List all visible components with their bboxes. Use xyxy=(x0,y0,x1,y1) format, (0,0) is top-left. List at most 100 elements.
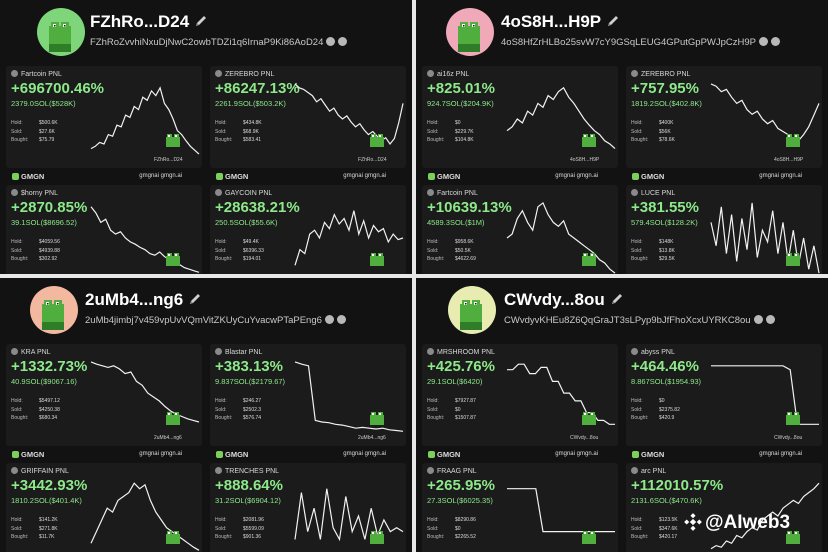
stat-label: Sold: xyxy=(631,128,643,135)
stat-bought: Bought: $576.74 xyxy=(215,414,261,423)
stat-value: $27.6K xyxy=(39,128,55,135)
stats-block: Hold: $434.8K Sold: $68.9K Bought: $583.41 xyxy=(215,119,262,145)
stats-block: Hold: $141.2K Sold: $271.8K Bought: $11.7K xyxy=(11,516,58,542)
pnl-sol: 2131.6SOL($470.6K) xyxy=(631,496,702,505)
token-icon xyxy=(631,467,638,474)
stat-value: $4622.69 xyxy=(455,256,476,262)
stat-bought: Bought: $11.7K xyxy=(11,533,54,542)
site-link[interactable]: gmgn.ai xyxy=(364,173,386,179)
token-label: Blastar PNL xyxy=(225,349,263,356)
stat-label: Hold: xyxy=(11,398,23,404)
stat-value: $0 xyxy=(455,120,461,126)
pnl-card[interactable]: ZEREBRO PNL +86247.13% 2261.9SOL($503.2K) H… xyxy=(210,66,406,168)
copy-icon[interactable] xyxy=(326,37,336,46)
stat-value: $75.79 xyxy=(39,137,55,143)
stat-hold: Hold: $500.6K xyxy=(11,119,58,128)
token-label: FRAAG PNL xyxy=(437,468,477,475)
frog-mascot-icon xyxy=(782,410,804,428)
sparkline-path xyxy=(507,488,615,533)
frog-mascot-icon xyxy=(366,251,388,269)
stat-hold: Hold: $148K xyxy=(631,238,673,247)
pnl-card[interactable]: ZEREBRO PNL +757.95% 1819.2SOL($402.8K) Hol… xyxy=(626,66,822,168)
gmgn-logo: GMGN xyxy=(632,450,664,459)
site-link[interactable]: gmgn.ai xyxy=(364,451,386,457)
sparkline-path xyxy=(294,83,404,146)
frog-mascot-icon xyxy=(782,251,804,269)
stat-bought: Bought: $78.6K xyxy=(631,136,675,145)
pnl-card[interactable]: ai16z PNL +825.01% 924.7SOL($204.9K) Hold: $… xyxy=(422,66,618,168)
stat-value: $123.5K xyxy=(659,517,678,523)
pnl-card[interactable]: GAYCOIN PNL +28638.21% 250.5SOL($55.6K) Hol… xyxy=(210,185,406,274)
token-icon xyxy=(215,348,222,355)
sparkline-path xyxy=(90,86,200,155)
wallet-panel: FZhRo...D24 FZhRoZvvhiNxuDjNwC2owbTDZi1q6… xyxy=(0,0,412,274)
stat-label: Sold: xyxy=(427,247,439,254)
pnl-sol: 27.3SOL($6025.35) xyxy=(427,496,493,505)
site-link[interactable]: gmgn.ai xyxy=(780,173,802,179)
stat-hold: Hold: $4059.56 xyxy=(11,238,60,247)
share-icon[interactable] xyxy=(771,37,781,46)
pencil-icon[interactable] xyxy=(194,13,208,27)
share-icon[interactable] xyxy=(336,315,346,324)
stat-value: $576.74 xyxy=(243,415,262,421)
site-link[interactable]: gmgn.ai xyxy=(780,451,802,457)
pnl-card[interactable]: $horny PNL +2870.85% 39.1SOL($8696.52) Hold… xyxy=(6,185,202,274)
x-handle: gmgnai xyxy=(555,173,575,179)
pencil-icon[interactable] xyxy=(606,13,620,27)
pnl-card[interactable]: FRAAG PNL +265.95% 27.3SOL($6025.35) Hold: $… xyxy=(422,463,618,552)
pnl-card[interactable]: MRSHROOM PNL +425.76% 29.1SOL($6420) Hold: $… xyxy=(422,344,618,446)
pencil-icon[interactable] xyxy=(610,291,624,305)
pnl-percent: +464.46% xyxy=(631,358,699,375)
token-header: ZEREBRO PNL xyxy=(215,70,274,78)
pnl-card[interactable]: Fartcoin PNL +696700.46% 2379.0SOL($528K) H… xyxy=(6,66,202,168)
stat-bought: Bought: $901.36 xyxy=(215,533,261,542)
token-header: Blastar PNL xyxy=(215,348,262,356)
token-header: LUCE PNL xyxy=(631,189,675,197)
sparkline-path xyxy=(710,482,820,550)
price-sparkline xyxy=(294,83,404,146)
token-label: GRIFFAIN PNL xyxy=(21,468,69,475)
copy-icon[interactable] xyxy=(759,37,769,46)
token-header: Fartcoin PNL xyxy=(427,189,478,197)
price-sparkline xyxy=(711,365,819,425)
site-link[interactable]: gmgn.ai xyxy=(576,451,598,457)
pnl-card[interactable]: Blastar PNL +383.13% 9.837SOL($2179.67) Hol… xyxy=(210,344,406,446)
pnl-card[interactable]: TRENCHES PNL +888.64% 31.2SOL($6904.12) Hol… xyxy=(210,463,406,552)
share-icon[interactable] xyxy=(338,37,348,46)
site-link[interactable]: gmgn.ai xyxy=(160,173,182,179)
copy-icon[interactable] xyxy=(753,315,763,324)
pnl-card[interactable]: abyss PNL +464.46% 8.867SOL($1954.93) Hold:… xyxy=(626,344,822,446)
stat-label: Hold: xyxy=(215,517,227,523)
copy-icon[interactable] xyxy=(324,315,334,324)
site-link[interactable]: gmgn.ai xyxy=(160,451,182,457)
pnl-card[interactable]: LUCE PNL +381.55% 579.4SOL($128.2K) Hold: $1… xyxy=(626,185,822,274)
site-link[interactable]: gmgn.ai xyxy=(576,173,598,179)
brand-bar: GMGN gmgnai gmgn.ai xyxy=(626,169,822,183)
pnl-card[interactable]: arc PNL +112010.57% 2131.6SOL($470.6K) Hold… xyxy=(626,463,822,552)
stat-label: Hold: xyxy=(631,120,643,126)
stat-label: Sold: xyxy=(427,128,439,135)
pencil-icon[interactable] xyxy=(188,291,202,305)
stat-value: $68.9K xyxy=(243,128,259,135)
pnl-card[interactable]: GRIFFAIN PNL +3442.93% 1810.2SOL($401.4K) H… xyxy=(6,463,202,552)
wallet-address-text: 2uMb4jimbj7v459vpUvVQmVitZKUyCuYvacwPTaP… xyxy=(85,315,322,326)
stat-label: Bought: xyxy=(215,137,233,143)
stat-hold: Hold: $0 xyxy=(427,119,461,128)
frog-mascot-icon xyxy=(162,529,184,547)
token-header: GAYCOIN PNL xyxy=(215,189,272,197)
wallet-address-text: CWvdyvKHEu8Z6QqGraJT3sLPyp9bJfFhoXcxUYRK… xyxy=(504,315,751,326)
pnl-card[interactable]: KRA PNL +1332.73% 40.9SOL($9067.16) Hold: $5… xyxy=(6,344,202,446)
stat-bought: Bought: $420.9 xyxy=(631,414,674,423)
wallet-avatar xyxy=(446,8,494,56)
stat-sold: Sold: $5599.09 xyxy=(215,525,264,534)
sparkline-path xyxy=(90,206,200,273)
wallet-address: CWvdyvKHEu8Z6QqGraJT3sLPyp9bJfFhoXcxUYRK… xyxy=(504,315,775,326)
stat-value: $13.8K xyxy=(659,247,675,254)
share-icon[interactable] xyxy=(765,315,775,324)
stat-label: Hold: xyxy=(427,398,439,404)
stat-label: Sold: xyxy=(631,406,643,413)
pnl-card[interactable]: Fartcoin PNL +10639.13% 4589.3SOL($1M) Hold… xyxy=(422,185,618,274)
token-label: KRA PNL xyxy=(21,349,51,356)
token-header: abyss PNL xyxy=(631,348,675,356)
stat-hold: Hold: $246.27 xyxy=(215,397,261,406)
